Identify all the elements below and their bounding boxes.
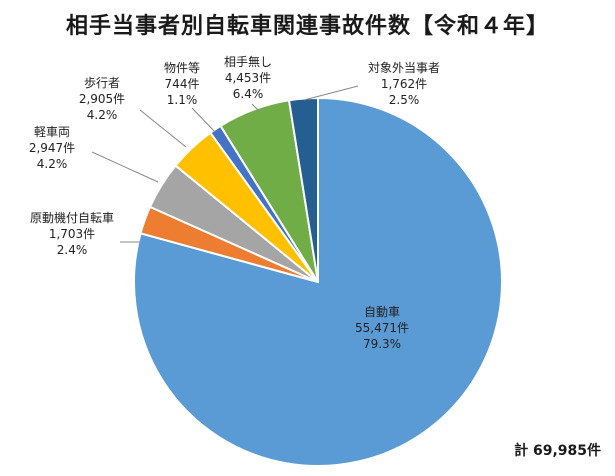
slice-label-1-2: 2.4% bbox=[57, 243, 88, 257]
chart-title: 相手当事者別自転車関連事故件数【令和４年】 bbox=[65, 14, 549, 39]
slice-label-3-0: 歩行者 bbox=[84, 75, 120, 90]
slice-label-6-1: 1,762件 bbox=[381, 77, 427, 91]
slice-label-1-0: 原動機付自転車 bbox=[30, 210, 114, 225]
slice-label-2-0: 軽車両 bbox=[34, 125, 70, 139]
slice-label-6-2: 2.5% bbox=[389, 93, 420, 107]
leader-line-4 bbox=[191, 107, 216, 133]
slice-label-1-1: 1,703件 bbox=[49, 227, 95, 241]
leader-line-3 bbox=[139, 109, 187, 148]
slice-label-4-1: 744件 bbox=[165, 77, 200, 91]
slice-label-3-2: 4.2% bbox=[87, 108, 118, 122]
slice-label-3-1: 2,905件 bbox=[79, 92, 125, 106]
slice-label-2-2: 4.2% bbox=[37, 157, 68, 171]
slice-label-2-1: 2,947件 bbox=[29, 141, 75, 155]
slice-label-0-1: 55,471件 bbox=[355, 321, 409, 335]
slice-label-0-2: 79.3% bbox=[363, 337, 401, 351]
slice-label-0-0: 自動車 bbox=[364, 305, 400, 319]
leader-line-6 bbox=[303, 85, 359, 101]
slice-label-5-0: 相手無し bbox=[224, 54, 272, 69]
slice-label-4-0: 物件等 bbox=[164, 61, 200, 75]
total-label: 計 69,985件 bbox=[514, 443, 601, 459]
pie-slice-6 bbox=[287, 96, 319, 283]
slice-label-6-0: 対象外当事者 bbox=[368, 61, 440, 75]
slice-label-5-2: 6.4% bbox=[233, 87, 264, 101]
slice-label-4-2: 1.1% bbox=[167, 93, 198, 107]
leader-line-2 bbox=[91, 151, 159, 183]
leader-line-5 bbox=[251, 103, 261, 113]
slice-label-5-1: 4,453件 bbox=[225, 71, 271, 85]
